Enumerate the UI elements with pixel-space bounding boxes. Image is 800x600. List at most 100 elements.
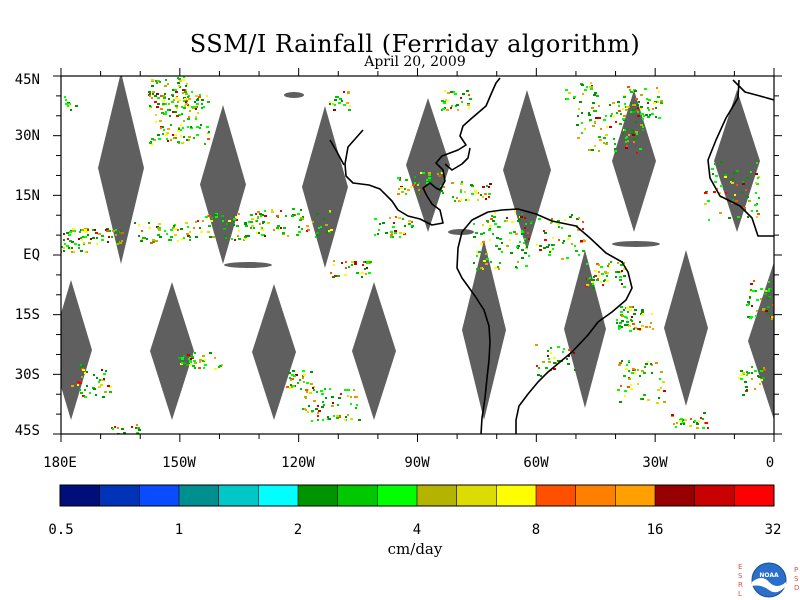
- no-data-sliver: [612, 241, 660, 247]
- rain-pixel: [138, 429, 141, 431]
- rain-pixel: [310, 383, 313, 385]
- colorbar-label-1: 1: [174, 522, 184, 538]
- rain-pixel: [257, 217, 259, 219]
- rain-pixel: [489, 183, 492, 185]
- colorbar: [59, 484, 775, 507]
- rain-pixel: [98, 233, 101, 235]
- rain-pixel: [628, 325, 631, 327]
- rain-pixel: [640, 113, 642, 115]
- rain-pixel: [162, 103, 165, 105]
- rain-pixel: [428, 179, 431, 181]
- rain-pixel: [73, 251, 75, 253]
- rain-pixel: [638, 328, 641, 330]
- rain-pixel: [651, 372, 653, 374]
- rain-pixel: [637, 383, 639, 385]
- rain-pixel: [525, 223, 527, 225]
- rain-pixel: [377, 233, 379, 235]
- rain-pixel: [544, 232, 547, 234]
- rain-pixel: [172, 95, 174, 97]
- rain-pixel: [733, 172, 735, 174]
- rain-pixel: [157, 134, 160, 136]
- rain-pixel: [689, 425, 692, 427]
- rain-pixel: [346, 102, 349, 104]
- rain-pixel: [550, 347, 552, 349]
- no-data-gap: [748, 262, 774, 420]
- rain-pixel: [95, 232, 98, 234]
- rain-pixel: [282, 232, 285, 234]
- rain-pixel: [414, 182, 416, 184]
- rain-pixel: [157, 227, 159, 229]
- rain-pixel: [195, 95, 198, 97]
- colorbar-swatch: [694, 485, 735, 506]
- rain-pixel: [592, 102, 595, 104]
- rain-pixel: [557, 346, 560, 348]
- rain-pixel: [639, 148, 642, 150]
- rain-pixel: [332, 276, 335, 278]
- rain-pixel: [167, 83, 169, 85]
- rain-pixel: [501, 251, 503, 253]
- rain-pixel: [156, 82, 158, 84]
- rain-pixel: [80, 237, 82, 239]
- rain-pixel: [756, 310, 758, 312]
- coastlines: [329, 77, 774, 434]
- rain-pixel: [631, 316, 633, 318]
- rain-pixel: [469, 98, 472, 100]
- rain-pixel: [338, 397, 341, 399]
- rain-pixel: [610, 115, 612, 117]
- rain-pixel: [330, 229, 333, 231]
- rain-pixel: [574, 245, 576, 247]
- rain-pixel: [619, 271, 622, 273]
- rain-pixel: [152, 93, 154, 95]
- rain-pixel: [428, 177, 431, 179]
- rain-pixel: [426, 179, 429, 181]
- rain-pixel: [624, 103, 626, 105]
- rain-pixel: [320, 226, 322, 228]
- rain-pixel: [457, 109, 459, 111]
- rain-pixel: [582, 250, 585, 252]
- rain-pixel: [482, 241, 485, 243]
- rain-pixel: [628, 360, 630, 362]
- rain-pixel: [332, 402, 334, 404]
- rain-pixel: [483, 260, 486, 262]
- rain-pixel: [618, 105, 620, 107]
- rain-pixel: [190, 126, 192, 128]
- rain-pixel: [117, 241, 119, 243]
- colorbar-swatch: [575, 485, 616, 506]
- rain-pixel: [603, 142, 605, 144]
- rain-pixel: [719, 212, 722, 214]
- coastline-south-america: [487, 208, 633, 434]
- rain-pixel: [71, 251, 73, 253]
- rain-pixel: [586, 263, 588, 265]
- rain-pixel: [350, 403, 352, 405]
- rain-pixel: [605, 143, 608, 145]
- rain-pixel: [586, 86, 588, 88]
- rain-pixel: [461, 181, 463, 183]
- rain-pixel: [441, 100, 444, 102]
- rain-pixel: [390, 236, 392, 238]
- rain-pixel: [428, 172, 431, 174]
- rain-pixel: [290, 379, 292, 381]
- rain-pixel: [713, 191, 716, 193]
- colorbar-label-0-5: 0.5: [48, 522, 74, 538]
- rain-pixel: [626, 128, 628, 130]
- rain-pixel: [752, 290, 755, 292]
- rain-pixel: [163, 97, 166, 99]
- colorbar-units: cm/day: [387, 540, 443, 558]
- rain-pixel: [482, 268, 484, 270]
- rain-pixel: [638, 101, 640, 103]
- rain-pixel: [344, 419, 346, 421]
- rain-pixel: [736, 170, 739, 172]
- rain-pixel: [261, 234, 263, 236]
- rain-pixel: [548, 254, 551, 256]
- rain-pixel: [613, 116, 615, 118]
- rain-pixel: [185, 103, 188, 105]
- rain-pixel: [226, 223, 229, 225]
- rain-pixel: [329, 210, 331, 212]
- rain-pixel: [306, 382, 309, 384]
- rain-pixel: [462, 93, 465, 95]
- rain-pixel: [523, 242, 525, 244]
- rain-pixel: [169, 115, 171, 117]
- rain-pixel: [181, 362, 183, 364]
- rain-pixel: [63, 250, 65, 252]
- rain-pixel: [115, 234, 117, 236]
